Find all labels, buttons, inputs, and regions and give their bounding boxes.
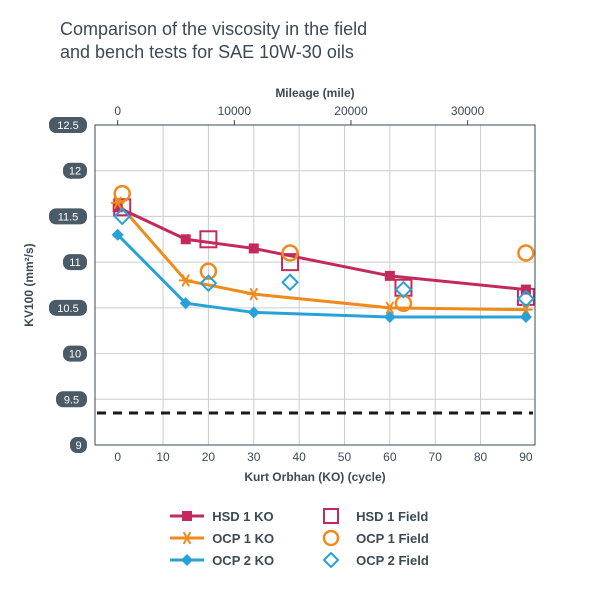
chart-area: 9 9.5 10 10.5 11 11.5 12 12.5 0 10 20 30 40 50 60 70 80 9… <box>0 80 599 500</box>
xtick-bottom: 0 <box>114 450 121 464</box>
xtick-bottom: 30 <box>247 450 261 464</box>
xtick-bottom: 50 <box>338 450 352 464</box>
legend-swatch-ocp1_ko <box>170 530 204 546</box>
ytick-label: 11 <box>69 257 80 269</box>
x-axis-top-label: Mileage (mile) <box>275 86 354 100</box>
legend-swatch-hsd1_field <box>314 508 348 524</box>
legend-item-ocp2_field: OCP 2 Field <box>314 552 429 568</box>
legend-label: OCP 1 KO <box>212 531 274 546</box>
xtick-top: 0 <box>114 104 121 118</box>
legend-item-ocp2_ko: OCP 2 KO <box>170 552 274 568</box>
marker-diamond-filled <box>181 554 193 566</box>
xtick-bottom: 90 <box>519 450 533 464</box>
legend-swatch-hsd1_ko <box>170 508 204 524</box>
ytick-label: 9 <box>75 440 81 452</box>
xtick-bottom: 40 <box>292 450 306 464</box>
legend: HSD 1 KO HSD 1 Field OCP 1 KO OCP 1 Field OC… <box>0 508 599 568</box>
marker-diamond-open <box>324 553 338 567</box>
legend-item-ocp1_field: OCP 1 Field <box>314 530 429 546</box>
legend-item-hsd1_ko: HSD 1 KO <box>170 508 274 524</box>
ytick-label: 11.5 <box>58 211 79 223</box>
xtick-top: 10000 <box>218 104 252 118</box>
marker-square-filled <box>249 243 259 253</box>
x-axis-bottom-label: Kurt Orbhan (KO) (cycle) <box>244 470 385 484</box>
ytick-label: 10.5 <box>57 303 78 315</box>
marker-square-filled <box>181 234 191 244</box>
xtick-top: 20000 <box>334 104 368 118</box>
y-axis-label: KV100 (mm²/s) <box>22 243 36 326</box>
xtick-bottom: 80 <box>474 450 488 464</box>
xtick-top: 30000 <box>451 104 485 118</box>
chart-svg: 9 9.5 10 10.5 11 11.5 12 12.5 0 10 20 30 40 50 60 70 80 9… <box>0 80 599 500</box>
legend-label: OCP 2 KO <box>212 553 274 568</box>
marker-square-open <box>324 509 338 523</box>
legend-label: OCP 2 Field <box>356 553 429 568</box>
legend-swatch-ocp2_field <box>314 552 348 568</box>
series-point-hsd1_ko <box>181 234 191 244</box>
series-point-hsd1_ko <box>249 243 259 253</box>
marker-square-filled <box>385 271 395 281</box>
legend-label: HSD 1 KO <box>212 509 273 524</box>
ytick-label: 12.5 <box>57 120 78 132</box>
xtick-bottom: 10 <box>156 450 170 464</box>
legend-item-hsd1_field: HSD 1 Field <box>314 508 429 524</box>
xtick-bottom: 70 <box>429 450 443 464</box>
xtick-bottom: 20 <box>202 450 216 464</box>
legend-label: OCP 1 Field <box>356 531 429 546</box>
legend-swatch-ocp1_field <box>314 530 348 546</box>
legend-swatch-ocp2_ko <box>170 552 204 568</box>
marker-square-filled <box>182 511 192 521</box>
chart-title: Comparison of the viscosity in the field… <box>60 18 367 63</box>
title-line-2: and bench tests for SAE 10W-30 oils <box>60 42 354 62</box>
ytick-label: 9.5 <box>64 394 79 406</box>
series-point-hsd1_ko <box>385 271 395 281</box>
title-line-1: Comparison of the viscosity in the field <box>60 19 367 39</box>
ytick-label: 12 <box>69 166 81 178</box>
ytick-label: 10 <box>69 349 81 361</box>
marker-circle-open <box>324 531 338 545</box>
legend-label: HSD 1 Field <box>356 509 428 524</box>
xtick-bottom: 60 <box>383 450 397 464</box>
legend-item-ocp1_ko: OCP 1 KO <box>170 530 274 546</box>
